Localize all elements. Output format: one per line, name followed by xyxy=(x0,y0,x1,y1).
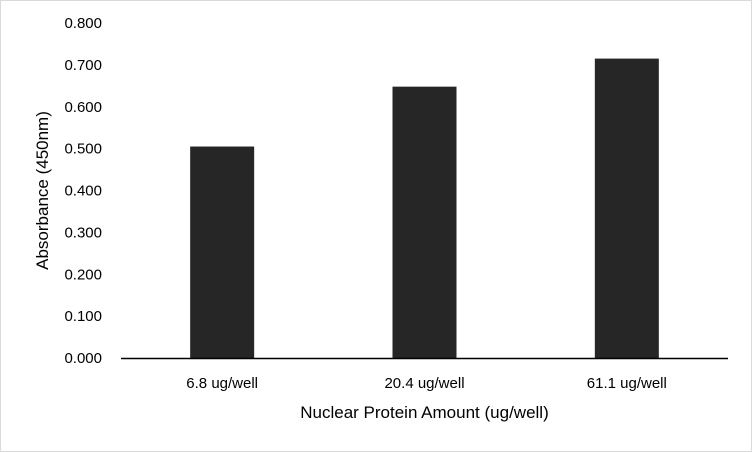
y-tick-label: 0.000 xyxy=(64,350,102,367)
bar-series xyxy=(190,58,659,359)
y-tick-label: 0.100 xyxy=(64,308,102,325)
y-tick-label: 0.200 xyxy=(64,266,102,283)
y-tick-label: 0.300 xyxy=(64,224,102,241)
bar xyxy=(594,58,659,358)
y-tick-label: 0.700 xyxy=(64,57,102,74)
bar xyxy=(190,146,255,358)
x-tick-label: 6.8 ug/well xyxy=(186,375,258,392)
x-tick-label: 20.4 ug/well xyxy=(384,375,464,392)
y-tick-label: 0.400 xyxy=(64,183,102,200)
x-axis-ticks: 6.8 ug/well 20.4 ug/well 61.1 ug/well xyxy=(186,375,667,392)
x-axis-title: Nuclear Protein Amount (ug/well) xyxy=(300,403,549,422)
bar xyxy=(392,86,457,359)
x-tick-label: 61.1 ug/well xyxy=(587,375,667,392)
y-axis-ticks: 0.000 0.100 0.200 0.300 0.400 0.500 0.600 0.700… xyxy=(64,15,102,367)
y-axis-title: Absorbance (450nm) xyxy=(33,111,52,270)
y-tick-label: 0.600 xyxy=(64,99,102,116)
y-tick-label: 0.500 xyxy=(64,141,102,158)
y-tick-label: 0.800 xyxy=(64,15,102,32)
